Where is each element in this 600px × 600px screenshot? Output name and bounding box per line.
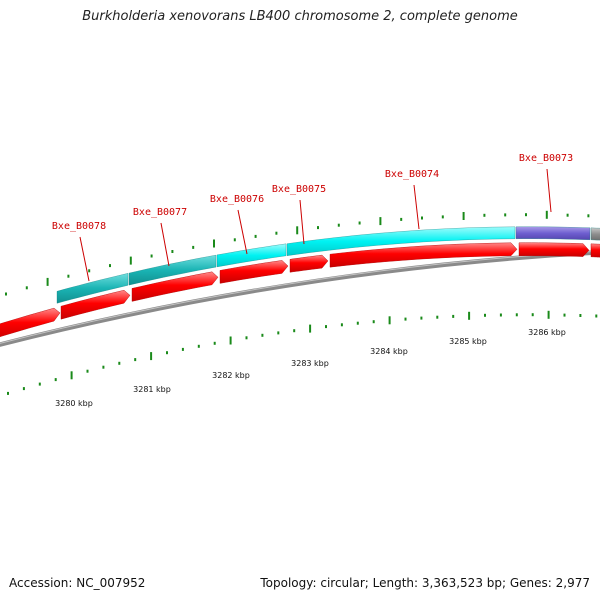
cds-arrow[interactable] xyxy=(219,260,289,284)
cds-arrow[interactable] xyxy=(131,271,219,302)
gene-label-leader xyxy=(237,209,248,255)
chromosome-backbone xyxy=(0,250,600,347)
gene-label-layer: Bxe_B0078 Bxe_B0077 Bxe_B0076 Bxe_B0075 Bxe_… xyxy=(52,153,573,282)
gene-label-leader xyxy=(160,222,170,267)
gene-feature-b0076[interactable] xyxy=(216,243,287,268)
gene-label-leader xyxy=(413,184,420,230)
cds-arrow[interactable] xyxy=(590,243,600,258)
gene-feature-b0077[interactable] xyxy=(128,254,217,286)
scale-label: 3285 kbp xyxy=(449,337,487,346)
gene-feature-b0073[interactable] xyxy=(515,226,591,240)
gene-feature-next[interactable] xyxy=(590,227,600,241)
accession-text: Accession: NC_007952 xyxy=(9,576,146,590)
cds-arrow[interactable] xyxy=(518,242,590,257)
feature-track xyxy=(0,226,600,340)
scale-label: 3281 kbp xyxy=(133,385,171,394)
scale-label: 3283 kbp xyxy=(291,359,329,368)
gene-label-leader xyxy=(79,236,90,282)
scale-label: 3284 kbp xyxy=(370,347,408,356)
gene-label-leader xyxy=(546,168,552,213)
chromosome-backbone-highlight xyxy=(0,250,600,344)
scale-label: 3282 kbp xyxy=(212,371,250,380)
gene-label[interactable]: Bxe_B0073 xyxy=(519,153,573,164)
scale-label: 3280 kbp xyxy=(55,399,93,408)
gene-feature-b0078[interactable] xyxy=(56,273,129,304)
gene-label-leader xyxy=(299,199,305,245)
map-title: Burkholderia xenovorans LB400 chromosome… xyxy=(82,9,518,24)
cds-arrow[interactable] xyxy=(329,242,518,268)
gene-label[interactable]: Bxe_B0075 xyxy=(272,184,326,195)
cds-arrow[interactable] xyxy=(60,289,131,320)
cds-arrow[interactable] xyxy=(289,254,329,273)
tick-marks: 3280 kbp 3281 kbp 3282 kbp 3283 kbp 3284 kbp… xyxy=(5,210,598,408)
cds-arrow[interactable] xyxy=(0,307,61,340)
genome-summary-text: Topology: circular; Length: 3,363,523 bp… xyxy=(260,576,590,590)
gene-label[interactable]: Bxe_B0076 xyxy=(210,194,264,205)
gene-label[interactable]: Bxe_B0078 xyxy=(52,221,106,232)
scale-label: 3286 kbp xyxy=(528,328,566,337)
gene-label[interactable]: Bxe_B0077 xyxy=(133,207,187,218)
gene-feature-b0075-b0074[interactable] xyxy=(286,226,516,256)
gene-label[interactable]: Bxe_B0074 xyxy=(385,169,439,180)
